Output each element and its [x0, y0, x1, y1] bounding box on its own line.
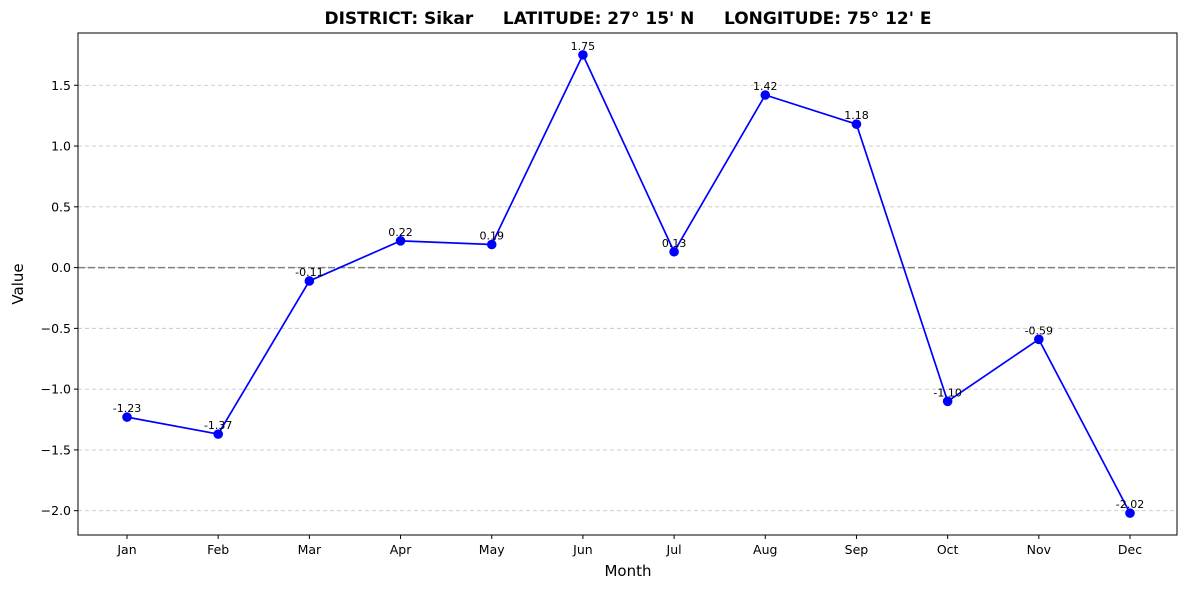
y-tick-label: −0.5: [41, 321, 71, 336]
x-tick-label: Jun: [572, 542, 593, 557]
grid-lines: [78, 84, 1177, 512]
data-point: [760, 90, 771, 100]
data-point: [1034, 334, 1044, 345]
y-tick-label: −2.0: [41, 503, 71, 518]
data-point: [122, 412, 132, 422]
data-point: [486, 239, 497, 250]
y-tick-label: 0.0: [51, 260, 71, 275]
data-label: 0.13: [662, 237, 687, 250]
y-tick-label: 1.5: [51, 78, 71, 93]
x-tick-label: May: [479, 542, 505, 557]
data-label: 1.42: [753, 80, 778, 93]
data-label: 0.19: [479, 229, 504, 242]
data-label: -0.59: [1025, 324, 1053, 337]
x-axis-label: Month: [604, 562, 651, 580]
data-label: 1.18: [844, 109, 869, 122]
data-label: 0.22: [388, 226, 413, 239]
data-point: [1125, 508, 1135, 518]
series-polyline: [126, 52, 1131, 514]
data-point: [213, 429, 223, 439]
data-point: [669, 246, 679, 257]
x-tick-label: Oct: [937, 542, 959, 557]
data-point: [304, 276, 315, 286]
axes: −2.0 −1.5 −1.0 −0.5 0.0 0.5 1.0 1.5 Jan Feb Mar Apr…: [41, 32, 1178, 557]
data-point: [942, 396, 953, 407]
x-tick-label: Apr: [390, 542, 412, 557]
x-tick-label: Dec: [1118, 542, 1142, 557]
data-label: -1.23: [113, 402, 141, 415]
y-tick-label: −1.5: [41, 442, 71, 457]
data-point: [851, 119, 862, 129]
y-axis-label: Value: [9, 263, 27, 304]
data-point: [578, 50, 588, 60]
data-label: 1.75: [571, 40, 596, 53]
data-label: -2.02: [1116, 498, 1144, 511]
data-label: -0.11: [295, 266, 323, 279]
series-markers: [122, 50, 1135, 518]
x-tick-label: Sep: [845, 542, 869, 557]
data-label: -1.10: [933, 386, 961, 399]
x-tick-label: Feb: [207, 542, 229, 557]
y-tick-label: −1.0: [41, 382, 71, 397]
x-tick-label: Nov: [1027, 542, 1052, 557]
plot-frame: [77, 32, 1178, 536]
x-tick-label: Jan: [116, 542, 136, 557]
x-tick-label: Mar: [298, 542, 322, 557]
data-point: [395, 236, 406, 246]
data-label: -1.37: [204, 419, 232, 432]
data-labels: -1.23 -1.37 -0.11 0.22 0.19 1.75 0.13 1.42 1.18 -…: [113, 40, 1144, 511]
x-tick-label: Aug: [753, 542, 777, 557]
chart-title: DISTRICT: Sikar LATITUDE: 27° 15' N LONG…: [325, 9, 932, 29]
x-tick-label: Jul: [666, 542, 682, 557]
y-tick-label: 1.0: [51, 139, 71, 154]
y-tick-label: 0.5: [51, 199, 71, 214]
series-line: [126, 52, 1131, 514]
